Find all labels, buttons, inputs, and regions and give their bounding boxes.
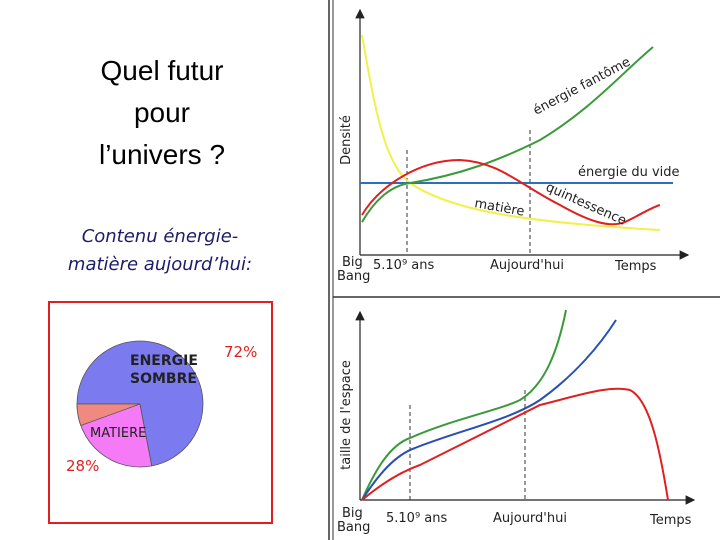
pie-subslice <box>76 403 141 427</box>
title-line: pour <box>134 97 190 128</box>
curve-label: énergie fantôme <box>531 55 633 119</box>
axis-label: Temps <box>614 259 657 274</box>
curve-label: énergie du vide <box>578 165 680 180</box>
density-diagram: Densité Big Bang 5.10⁹ ans Aujourd'hui T… <box>337 8 690 284</box>
axis-label: Aujourd'hui <box>493 511 567 526</box>
axis-label: Big <box>342 506 363 521</box>
axis-label: 5.10⁹ ans <box>386 511 447 526</box>
curve <box>361 319 617 501</box>
curve <box>361 158 661 226</box>
title-line: Quel futur <box>101 55 224 86</box>
pie-slice <box>76 340 204 467</box>
axis-label: Bang <box>337 520 370 535</box>
curve-label: matière <box>473 196 525 220</box>
subtitle-line: matière aujourd’hui: <box>68 254 252 275</box>
pie-value-label: 72% <box>224 343 257 361</box>
subtitle-line: Contenu énergie- <box>82 226 239 247</box>
axis-label: Densité <box>339 115 354 165</box>
axis-label: Big <box>342 255 363 270</box>
curve <box>361 309 567 501</box>
pie-chart: ENERGIE SOMBRE MATIERE 72% 28% <box>66 340 257 475</box>
pie-label: ENERGIE SOMBRE <box>130 353 198 387</box>
curve <box>361 387 669 501</box>
axis-label: 5.10⁹ ans <box>373 258 434 273</box>
pie-frame <box>48 301 273 524</box>
pie-label: MATIERE <box>90 426 146 441</box>
size-diagram: taille de l'espace Big Bang 5.10⁹ ans Au… <box>337 309 696 535</box>
curve <box>361 46 654 223</box>
curve <box>361 34 661 231</box>
pie-value-label: 28% <box>66 457 99 475</box>
axis-label: Temps <box>649 513 692 528</box>
axis-label: Aujourd'hui <box>490 258 564 273</box>
axis-label: taille de l'espace <box>339 360 354 470</box>
axis-label: Bang <box>337 269 370 284</box>
title-line: l’univers ? <box>99 139 225 170</box>
